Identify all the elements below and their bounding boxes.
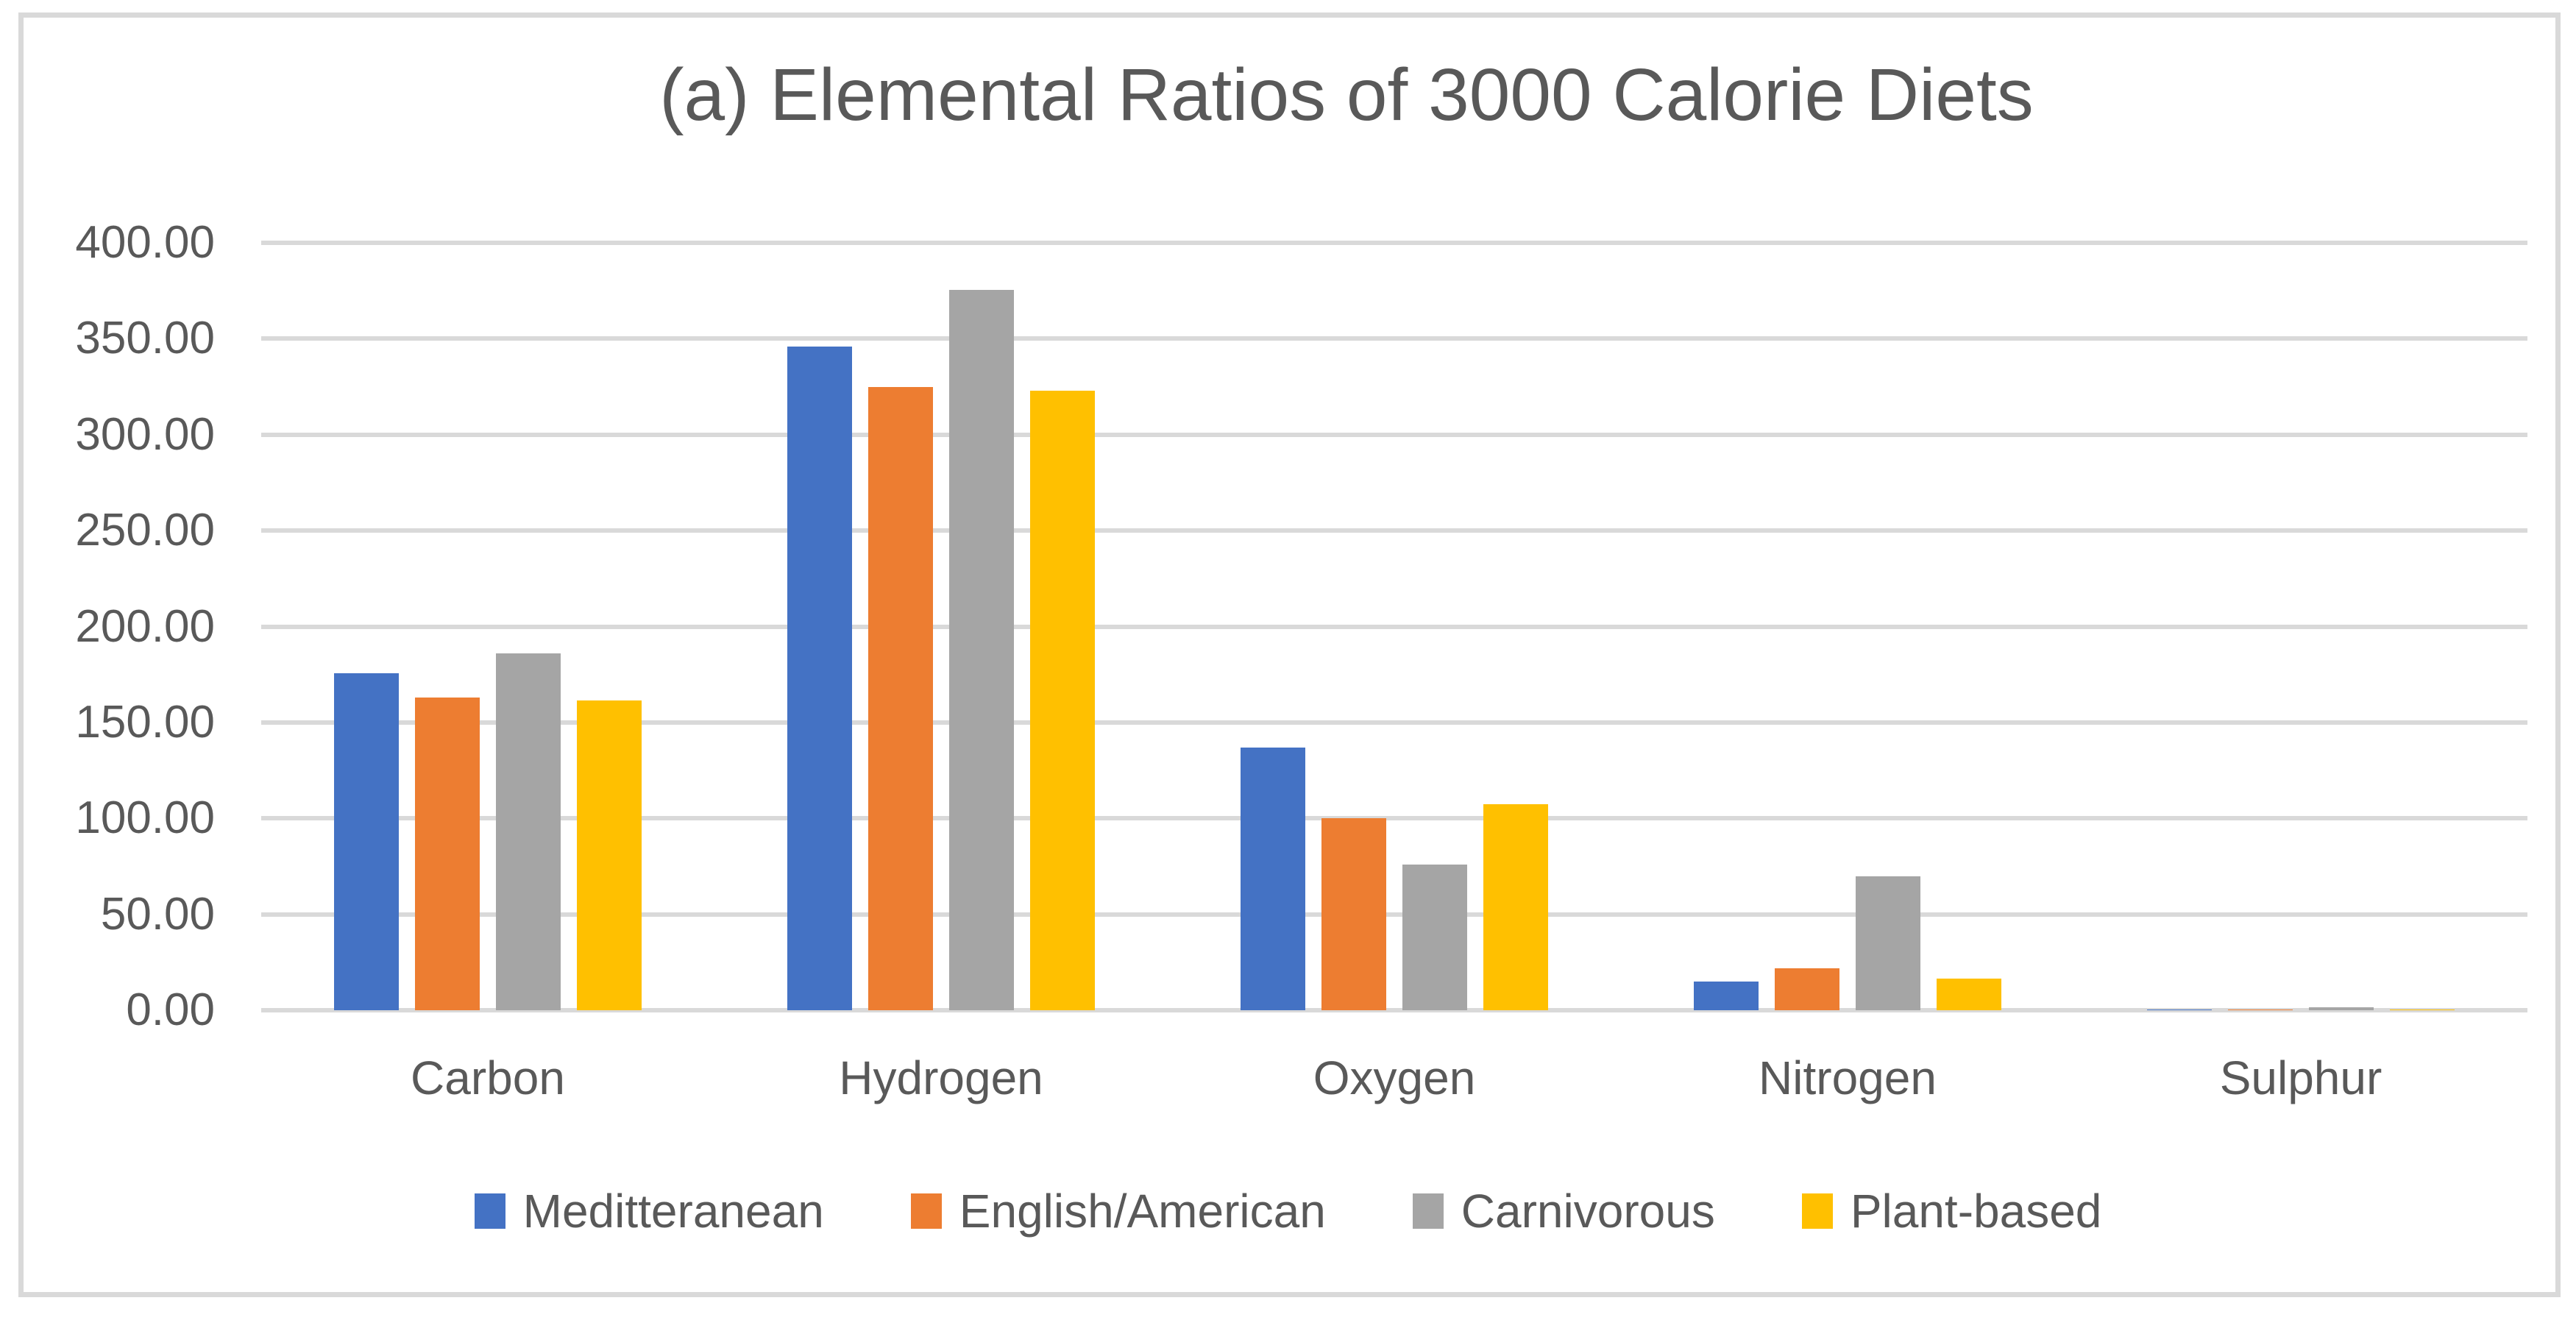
bar (334, 673, 399, 1010)
plot-area (261, 241, 2527, 1012)
bar-group (1621, 876, 2074, 1010)
chart-title: (a) Elemental Ratios of 3000 Calorie Die… (659, 54, 2034, 136)
bar (1483, 803, 1548, 1010)
y-tick-label: 150.00 (75, 696, 215, 748)
legend-swatch (1412, 1193, 1444, 1229)
gridline (261, 241, 2527, 245)
bar (2309, 1007, 2374, 1010)
bar (496, 653, 561, 1010)
legend-item: Plant-based (1801, 1184, 2102, 1238)
legend-label: English/American (959, 1185, 1326, 1238)
bar (787, 346, 852, 1010)
x-tick-label: Nitrogen (1759, 1051, 1937, 1104)
x-tick-label: Sulphur (2219, 1051, 2382, 1104)
legend-label: Meditteranean (522, 1185, 824, 1238)
bar-group (714, 289, 1168, 1010)
legend-item: Carnivorous (1412, 1184, 1715, 1238)
x-tick-label: Carbon (411, 1051, 565, 1104)
bar (949, 289, 1014, 1010)
bar (2390, 1009, 2455, 1010)
legend-label: Carnivorous (1461, 1185, 1715, 1238)
legend-item: English/American (910, 1184, 1326, 1238)
legend-swatch (1801, 1193, 1833, 1229)
gridline (261, 528, 2527, 533)
bar (2147, 1009, 2212, 1010)
gridline (261, 816, 2527, 821)
bar (1856, 876, 1920, 1010)
bar (2228, 1009, 2293, 1010)
y-tick-label: 300.00 (75, 408, 215, 460)
bar (1402, 864, 1467, 1010)
bar-group (261, 653, 714, 1010)
bar (868, 386, 933, 1010)
y-tick-label: 250.00 (75, 505, 215, 556)
legend-item: Meditteranean (474, 1184, 824, 1238)
bar (1694, 981, 1759, 1010)
bar (1030, 390, 1095, 1010)
y-tick-label: 350.00 (75, 313, 215, 364)
bar-group (2074, 1007, 2527, 1010)
x-tick-label: Oxygen (1313, 1051, 1476, 1104)
y-tick-label: 50.00 (100, 888, 215, 940)
x-tick-label: Hydrogen (839, 1051, 1043, 1104)
bar (415, 698, 480, 1010)
legend-label: Plant-based (1850, 1185, 2102, 1238)
gridline (261, 720, 2527, 725)
gridline (261, 1008, 2527, 1012)
legend-swatch (910, 1193, 942, 1229)
legend-swatch (474, 1193, 505, 1229)
y-tick-label: 100.00 (75, 792, 215, 844)
y-tick-label: 200.00 (75, 600, 215, 652)
legend: Meditteranean English/American Carnivorous… (0, 1176, 2576, 1246)
gridline (261, 432, 2527, 437)
bar (1937, 979, 2001, 1010)
gridline (261, 336, 2527, 341)
bar (1321, 818, 1386, 1010)
gridline (261, 912, 2527, 917)
y-tick-label: 0.00 (126, 984, 215, 1035)
bar (1775, 968, 1839, 1010)
bar (1241, 747, 1305, 1010)
bar (577, 700, 642, 1010)
bar-group (1168, 747, 1621, 1010)
gridline (261, 624, 2527, 629)
y-tick-label: 400.00 (75, 217, 215, 268)
